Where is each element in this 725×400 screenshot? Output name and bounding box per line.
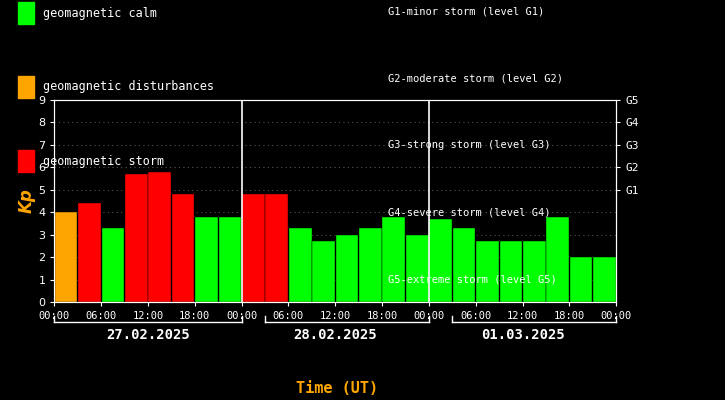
Text: G2-moderate storm (level G2): G2-moderate storm (level G2) (388, 73, 563, 83)
Text: 28.02.2025: 28.02.2025 (294, 328, 377, 342)
Bar (125, 174, 148, 302)
Bar (523, 241, 546, 302)
Bar (452, 228, 476, 302)
Bar (289, 228, 312, 302)
Y-axis label: Kp: Kp (17, 189, 36, 213)
Bar (242, 194, 265, 302)
Bar (429, 219, 452, 302)
Text: G5-extreme storm (level G5): G5-extreme storm (level G5) (388, 275, 557, 285)
Text: geomagnetic disturbances: geomagnetic disturbances (43, 80, 214, 94)
Text: G1-minor storm (level G1): G1-minor storm (level G1) (388, 6, 544, 16)
Bar (570, 257, 592, 302)
Text: 01.03.2025: 01.03.2025 (481, 328, 565, 342)
Bar (265, 194, 288, 302)
Bar (312, 241, 335, 302)
Bar (593, 257, 616, 302)
Text: geomagnetic storm: geomagnetic storm (43, 154, 164, 168)
Bar (195, 217, 218, 302)
Text: G3-strong storm (level G3): G3-strong storm (level G3) (388, 140, 550, 150)
Bar (547, 217, 569, 302)
Bar (54, 212, 78, 302)
Bar (476, 241, 499, 302)
Bar (383, 217, 405, 302)
Bar (500, 241, 522, 302)
Text: G4-severe storm (level G4): G4-severe storm (level G4) (388, 208, 550, 218)
Bar (336, 235, 358, 302)
Bar (149, 172, 171, 302)
Bar (359, 228, 382, 302)
Bar (406, 235, 428, 302)
Text: Time (UT): Time (UT) (296, 381, 378, 396)
Bar (219, 217, 241, 302)
Bar (78, 203, 101, 302)
Bar (102, 228, 124, 302)
Bar (172, 194, 194, 302)
Text: geomagnetic calm: geomagnetic calm (43, 6, 157, 20)
Text: 27.02.2025: 27.02.2025 (106, 328, 190, 342)
